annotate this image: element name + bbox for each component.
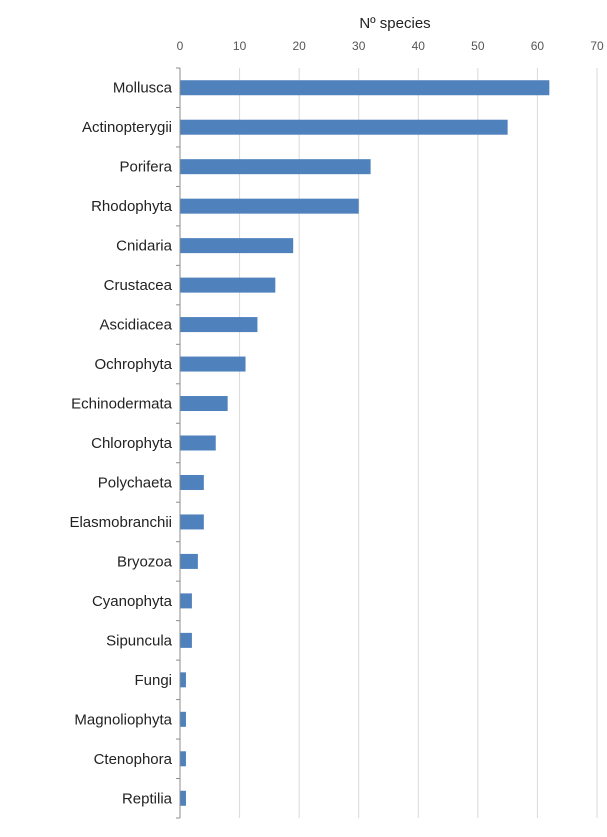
bar-chlorophyta [180,435,216,451]
gridlines [176,67,598,819]
x-tick-label: 60 [531,39,545,53]
bar-fungi [180,672,186,688]
category-label: Ctenophora [94,751,173,768]
x-tick-labels: 0 10 20 30 40 50 60 70 [177,39,604,53]
category-label: Rhodophyta [91,198,173,215]
axes: Nº species [179,15,431,818]
category-label: Crustacea [104,277,173,294]
category-label: Porifera [119,159,172,176]
category-label: Bryozoa [117,553,173,570]
bar-cnidaria [180,238,294,254]
category-label: Sipuncula [106,632,173,649]
bar-echinodermata [180,396,228,412]
category-label: Ascidiacea [99,317,172,334]
bar-magnoliophyta [180,711,186,727]
x-tick-label: 50 [471,39,485,53]
x-tick-label: 0 [177,39,184,53]
x-tick-label: 30 [352,39,366,53]
bar-ctenophora [180,751,186,767]
bar-crustacea [180,277,276,293]
bar-cyanophyta [180,593,192,609]
x-axis-title: Nº species [359,15,430,32]
bar-polychaeta [180,474,204,490]
category-label: Cnidaria [116,238,173,255]
category-label: Ochrophyta [94,356,172,373]
category-label: Chlorophyta [91,435,173,452]
category-label: Mollusca [113,80,173,97]
bar-bryozoa [180,553,198,569]
category-label: Actinopterygii [82,119,172,136]
x-tick-label: 20 [292,39,306,53]
bar-elasmobranchii [180,514,204,530]
category-label: Echinodermata [71,396,173,413]
category-label: Polychaeta [98,474,173,491]
bar-sipuncula [180,632,192,648]
bar-rhodophyta [180,198,359,214]
bar-reptilia [180,790,186,806]
bar-ochrophyta [180,356,246,372]
category-label: Reptilia [122,790,173,807]
bar-actinopterygii [180,119,508,135]
category-label: Fungi [134,672,172,689]
category-label: Magnoliophyta [74,711,172,728]
x-tick-label: 70 [590,39,604,53]
bar-porifera [180,159,371,175]
x-tick-label: 40 [412,39,426,53]
category-labels: Mollusca Actinopterygii Porifera Rhodophyta… [69,80,172,808]
x-tick-label: 10 [233,39,247,53]
category-label: Elasmobranchii [69,514,172,531]
bars [180,80,550,806]
bar-mollusca [180,80,550,96]
category-label: Cyanophyta [92,593,173,610]
bar-ascidiacea [180,317,258,333]
